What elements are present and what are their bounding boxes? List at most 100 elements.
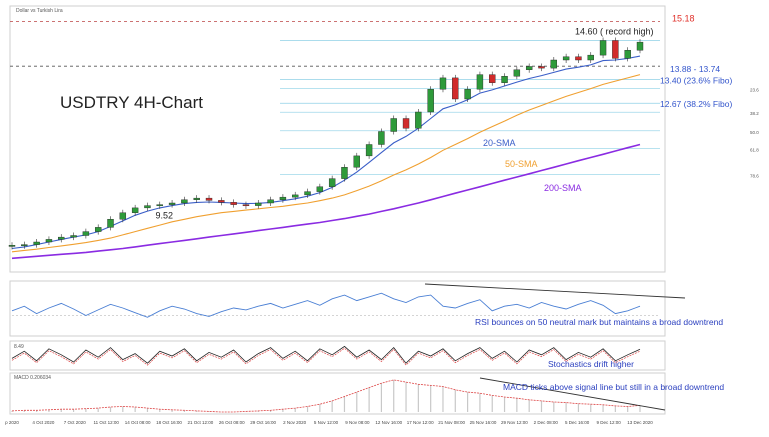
rsi-line <box>11 292 641 318</box>
candle-body <box>168 202 176 205</box>
x-tick-label: 14 Oct 08:00 <box>125 420 151 425</box>
candle-body <box>304 191 311 196</box>
macd-label: MACD 0.206034 <box>14 375 51 381</box>
x-tick-label: 2 Nov 2020 <box>283 420 307 425</box>
candle-body <box>292 194 299 198</box>
candle-body <box>415 111 422 129</box>
stoch-d-line <box>11 347 641 366</box>
candle-body <box>353 155 360 168</box>
candle-body <box>390 118 397 132</box>
macd-panel <box>11 377 666 413</box>
macd-annotation: MACD ticks above signal line but still i… <box>503 382 724 392</box>
candle-body <box>562 56 570 61</box>
candle-body <box>82 231 90 236</box>
x-tick-label: 29 Oct 16:00 <box>250 420 276 425</box>
candle-body <box>489 74 496 83</box>
fibo-small-label: 38.2 <box>750 111 759 116</box>
fibo-small-label: 50.0 <box>750 130 759 135</box>
candle-body <box>476 74 484 90</box>
candle-body <box>119 212 127 220</box>
x-tick-label: 29 Nov 12:00 <box>501 420 528 425</box>
stoch-annotation: Stochastics drift higher <box>548 359 634 369</box>
x-tick-label: 13 Dec 2020 <box>627 420 653 425</box>
fibo-small-label: 23.6 <box>750 88 759 93</box>
sma-line-20-SMA <box>11 55 641 250</box>
stochastics-panel <box>11 345 641 366</box>
candle-body <box>599 40 607 56</box>
candle-body <box>365 144 373 157</box>
candle-body <box>513 69 521 77</box>
sma-line-50-SMA <box>11 74 641 253</box>
candle-body <box>612 40 619 59</box>
x-tick-label: 4 Oct 2020 <box>32 420 55 425</box>
macd-signal-line <box>11 379 641 413</box>
main-panel-frame <box>9 5 666 273</box>
price-level-label: 13.40 (23.6% Fibo) <box>660 76 732 86</box>
candle-body <box>205 197 213 201</box>
candle-body <box>267 199 274 204</box>
candle-body <box>550 59 558 69</box>
x-axis: p 2020 4 Oct 2020 7 Oct 2020 11 Oct 12:00 14… <box>5 420 653 425</box>
x-tick-label: 9 Dec 12:00 <box>596 420 621 425</box>
x-tick-label: 18 Oct 16:00 <box>156 420 182 425</box>
candle-body <box>255 202 262 206</box>
macd-trendline <box>479 377 666 411</box>
moving-averages: 20-SMA 50-SMA 200-SMA <box>11 55 641 260</box>
price-series <box>8 37 644 250</box>
candle-body <box>452 77 459 100</box>
candle-body <box>538 66 545 69</box>
sma-line-200-SMA <box>11 143 641 260</box>
x-tick-label: 12 Nov 16:00 <box>375 420 402 425</box>
sma-label: 50-SMA <box>505 159 538 169</box>
x-tick-label: 9 Nov 08:00 <box>345 420 370 425</box>
x-tick-label: 5 Nov 12:00 <box>314 420 339 425</box>
candle-body <box>575 56 582 61</box>
candle-body <box>193 197 200 200</box>
price-levels: 15.18 14.60 ( record high) 13.88 - 13.74 13… <box>10 14 759 179</box>
rsi-annotation: RSI bounces on 50 neutral mark but maint… <box>475 317 723 327</box>
rsi-panel-frame <box>9 280 666 337</box>
x-tick-label: 21 Oct 12:00 <box>188 420 214 425</box>
candle-body <box>402 118 410 129</box>
x-tick-label: 26 Oct 08:00 <box>219 420 245 425</box>
rsi-trendline <box>424 283 686 299</box>
candle-body <box>279 196 287 200</box>
candle-body <box>378 131 385 145</box>
x-tick-label: 11 Oct 12:00 <box>93 420 119 425</box>
candle-body <box>427 89 434 113</box>
candle-body <box>501 76 508 83</box>
candle-body <box>464 89 471 100</box>
candle-body <box>131 207 139 213</box>
candle-body <box>218 200 225 203</box>
candle-body <box>341 167 348 179</box>
candle-body <box>33 241 40 245</box>
candle-body <box>587 54 594 61</box>
candle-body <box>525 66 533 70</box>
x-tick-label: 17 Nov 12:00 <box>407 420 434 425</box>
stoch-k-line <box>11 345 641 364</box>
fibo-small-label: 78.6 <box>750 174 759 179</box>
candle-body <box>636 41 644 51</box>
price-level-label: 13.88 - 13.74 <box>670 64 720 74</box>
candle-body <box>328 178 336 187</box>
candle-body <box>107 219 114 228</box>
candle-body <box>21 244 28 247</box>
x-tick-label: 7 Oct 2020 <box>64 420 87 425</box>
candle-body <box>58 236 65 240</box>
x-tick-label: 5 Dec 16:00 <box>565 420 590 425</box>
sma-label: 20-SMA <box>483 138 516 148</box>
x-tick-label: 25 Nov 16:00 <box>470 420 497 425</box>
annotations: 9.52 <box>155 211 173 221</box>
low-label: 9.52 <box>155 211 173 221</box>
candle-body <box>144 205 151 209</box>
instrument-caption: Dollar vs Turkish Lira <box>16 8 63 14</box>
chart-title: USDTRY 4H-Chart <box>60 93 203 112</box>
price-level-label: 15.18 <box>672 14 695 24</box>
x-tick-label: p 2020 <box>5 420 19 425</box>
macd-panel-frame <box>9 372 666 415</box>
stoch-label: 8.49 <box>14 344 24 350</box>
candle-body <box>8 245 16 247</box>
x-tick-label: 2 Dec 08:00 <box>534 420 559 425</box>
